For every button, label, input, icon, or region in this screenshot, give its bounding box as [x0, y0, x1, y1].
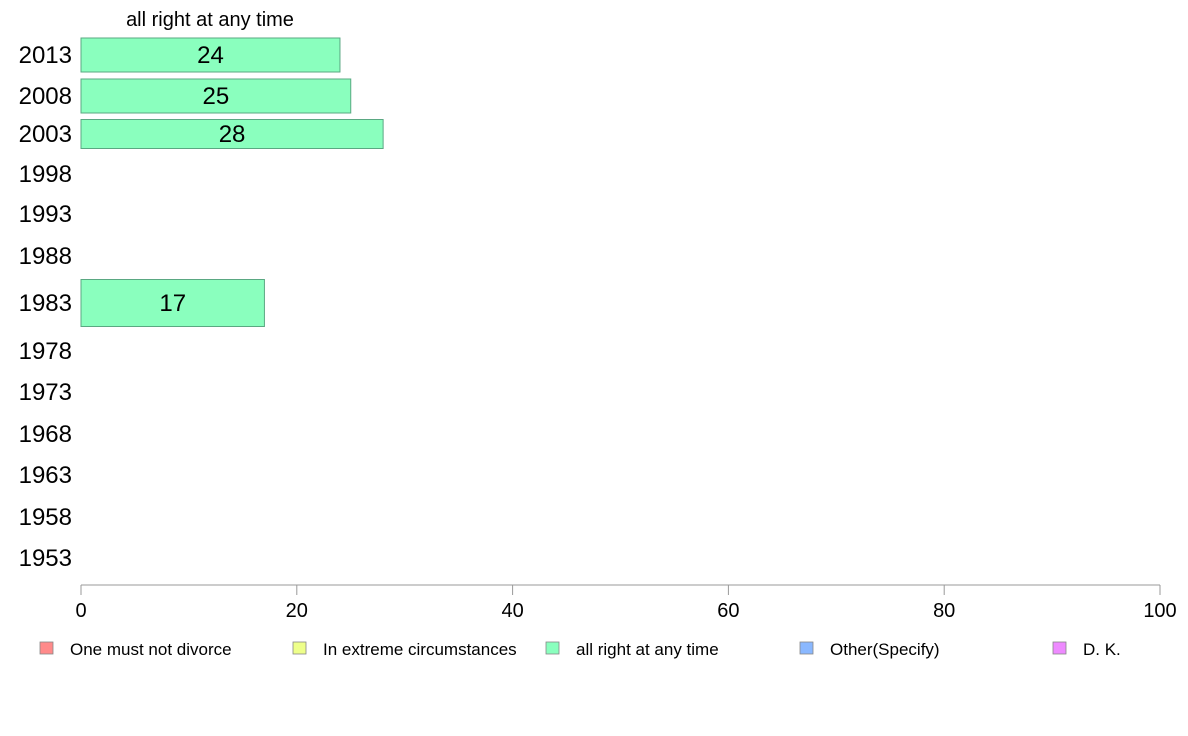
category-label-2003: 2003: [19, 121, 72, 148]
x-tick-label-20: 20: [286, 600, 308, 622]
x-tick-label-60: 60: [717, 600, 739, 622]
bar-value-label-2003: 28: [219, 121, 246, 148]
category-label-1953: 1953: [19, 545, 72, 572]
category-label-1993: 1993: [19, 201, 72, 228]
category-labels: 2013 2008 2003 1998 1993 1988 1983 1978 1973 1968…: [19, 42, 72, 572]
category-label-1973: 1973: [19, 379, 72, 406]
legend-label-0: One must not divorce: [70, 640, 232, 659]
x-tick-label-40: 40: [501, 600, 523, 622]
legend-swatch-3: [799, 641, 814, 655]
bar-value-label-2013: 24: [197, 42, 224, 69]
legend: One must not divorce In extreme circumsta…: [39, 640, 1121, 659]
legend-label-1: In extreme circumstances: [323, 640, 517, 659]
legend-swatch-4: [1052, 641, 1067, 655]
x-tick-label-0: 0: [75, 600, 86, 622]
bars: 24 25 28 17: [80, 37, 384, 327]
x-tick-label-100: 100: [1143, 600, 1176, 622]
legend-label-4: D. K.: [1083, 640, 1121, 659]
category-label-1988: 1988: [19, 243, 72, 270]
category-label-1998: 1998: [19, 161, 72, 188]
category-label-1963: 1963: [19, 462, 72, 489]
legend-swatch-1: [292, 641, 307, 655]
category-label-1968: 1968: [19, 421, 72, 448]
bar-2003: [80, 119, 384, 149]
category-label-2008: 2008: [19, 83, 72, 110]
legend-swatch-0: [39, 641, 54, 655]
category-label-2013: 2013: [19, 42, 72, 69]
x-axis: 0 20 40 60 80 100: [75, 584, 1177, 622]
category-label-1978: 1978: [19, 338, 72, 365]
category-label-1958: 1958: [19, 504, 72, 531]
category-label-1983: 1983: [19, 290, 72, 317]
bar-value-label-2008: 25: [203, 83, 230, 110]
bar-2008: [80, 78, 352, 114]
legend-swatch-2: [545, 641, 560, 655]
legend-label-2: all right at any time: [576, 640, 719, 659]
x-tick-label-80: 80: [933, 600, 955, 622]
bar-value-label-1983: 17: [159, 290, 186, 317]
chart-title: all right at any time: [126, 9, 294, 31]
bar-1983: [80, 279, 265, 327]
legend-label-3: Other(Specify): [830, 640, 940, 659]
bar-2013: [80, 37, 341, 73]
